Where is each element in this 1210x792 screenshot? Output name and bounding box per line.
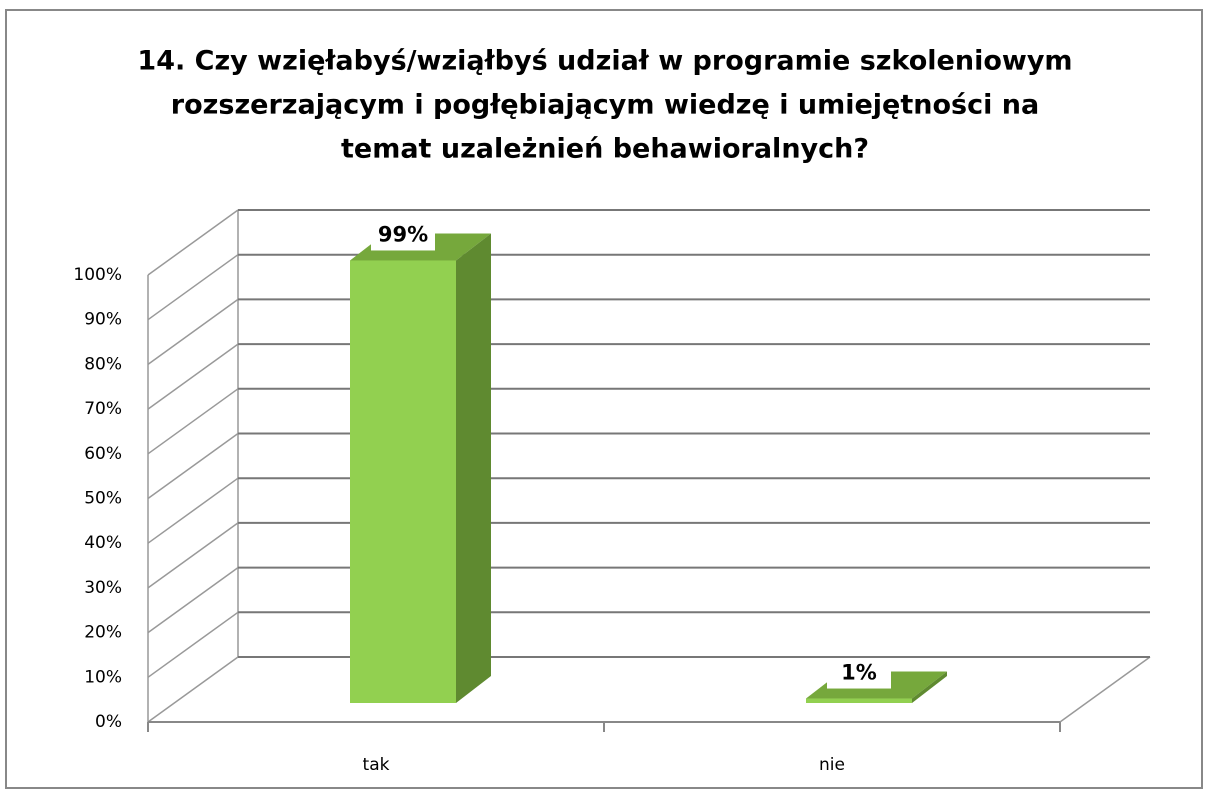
value-label: 99% xyxy=(378,222,428,246)
value-label-box xyxy=(827,658,891,689)
grid-line xyxy=(147,298,239,366)
y-tick-label: 80% xyxy=(84,354,122,374)
grid-line xyxy=(147,477,239,544)
y-tick-label: 100% xyxy=(73,265,122,285)
y-tick-label: 10% xyxy=(84,667,122,687)
grid-line xyxy=(147,522,239,589)
bar xyxy=(350,260,456,703)
grid-line xyxy=(147,388,239,455)
grid-line xyxy=(147,432,239,500)
y-tick-label: 30% xyxy=(84,578,122,598)
y-tick-label: 0% xyxy=(95,712,122,732)
floor-edge xyxy=(1059,656,1151,723)
y-tick-label: 40% xyxy=(84,533,122,553)
grid-line xyxy=(147,611,239,678)
y-tick-label: 50% xyxy=(84,489,122,509)
chart-title: temat uzależnień behawioralnych? xyxy=(341,134,869,165)
x-tick-label: tak xyxy=(363,755,390,775)
y-tick-label: 90% xyxy=(84,310,122,330)
value-label-box xyxy=(371,220,435,251)
y-tick-label: 20% xyxy=(84,623,122,643)
y-tick-label: 70% xyxy=(84,399,122,419)
y-tick-label: 60% xyxy=(84,444,122,464)
grid-line xyxy=(147,254,239,321)
value-label: 1% xyxy=(841,661,877,685)
bar xyxy=(806,698,912,703)
grid-line xyxy=(147,209,239,276)
x-tick-label: nie xyxy=(819,755,845,775)
grid-line xyxy=(147,566,239,634)
chart-frame xyxy=(5,9,1203,789)
chart-title: 14. Czy wzięłabyś/wziąłbyś udział w prog… xyxy=(137,46,1072,77)
grid-line xyxy=(147,656,239,723)
chart-title: rozszerzającym i pogłębiającym wiedzę i … xyxy=(171,90,1039,121)
bar-side xyxy=(912,671,947,703)
grid-line xyxy=(147,343,239,410)
bar-side xyxy=(456,233,491,703)
